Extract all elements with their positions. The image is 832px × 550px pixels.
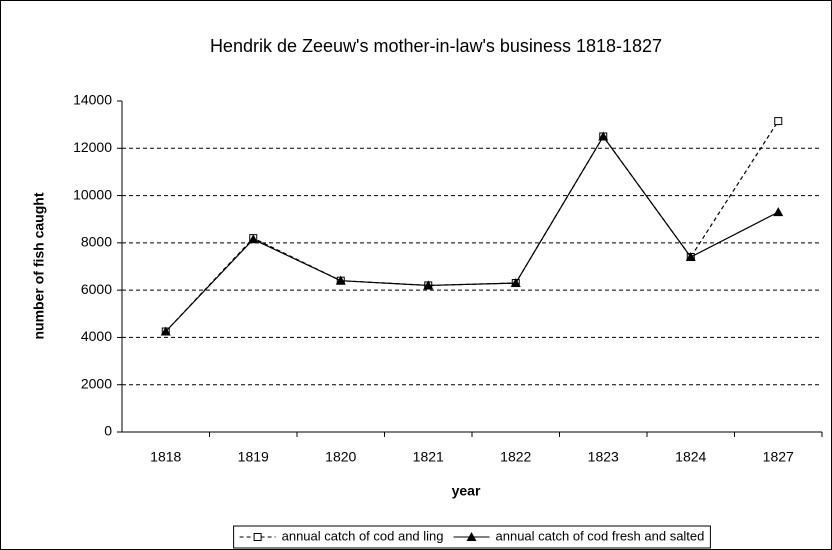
legend-item: annual catch of cod fresh and salted xyxy=(453,528,705,543)
y-tick-label: 2000 xyxy=(81,375,112,391)
y-tick-label: 6000 xyxy=(81,281,112,297)
x-tick-label: 1818 xyxy=(150,449,181,465)
y-tick-label: 8000 xyxy=(81,234,112,250)
point xyxy=(253,533,262,541)
point xyxy=(598,131,609,141)
y-tick-label: 14000 xyxy=(73,92,112,108)
y-tick-label: 10000 xyxy=(73,186,112,202)
y-tick-label: 0 xyxy=(104,423,112,439)
x-tick-label: 1823 xyxy=(588,449,619,465)
x-tick-label: 1824 xyxy=(675,449,706,465)
series xyxy=(160,131,784,336)
legend-label: annual catch of cod fresh and salted xyxy=(496,528,705,543)
point xyxy=(774,117,783,126)
point xyxy=(335,275,346,285)
point xyxy=(510,278,521,288)
y-tick-label: 4000 xyxy=(81,328,112,344)
point xyxy=(248,234,259,244)
legend-item: annual catch of cod and ling xyxy=(239,528,444,543)
point xyxy=(685,252,696,262)
legend-label: annual catch of cod and ling xyxy=(282,528,444,543)
point xyxy=(423,280,434,290)
x-tick-label: 1819 xyxy=(238,449,269,465)
point xyxy=(773,207,784,217)
chart-title: Hendrik de Zeeuw's mother-in-law's busin… xyxy=(210,36,662,56)
point xyxy=(466,532,477,541)
point xyxy=(160,326,171,336)
legend: annual catch of cod and ling annual catch… xyxy=(233,525,711,549)
y-axis-title: number of fish caught xyxy=(31,192,47,339)
x-tick-label: 1820 xyxy=(325,449,356,465)
x-axis-title: year xyxy=(452,483,481,499)
y-tick-label: 12000 xyxy=(73,139,112,155)
x-tick-label: 1827 xyxy=(763,449,794,465)
x-tick-label: 1822 xyxy=(500,449,531,465)
series-line xyxy=(165,135,779,332)
x-tick-label: 1821 xyxy=(413,449,444,465)
